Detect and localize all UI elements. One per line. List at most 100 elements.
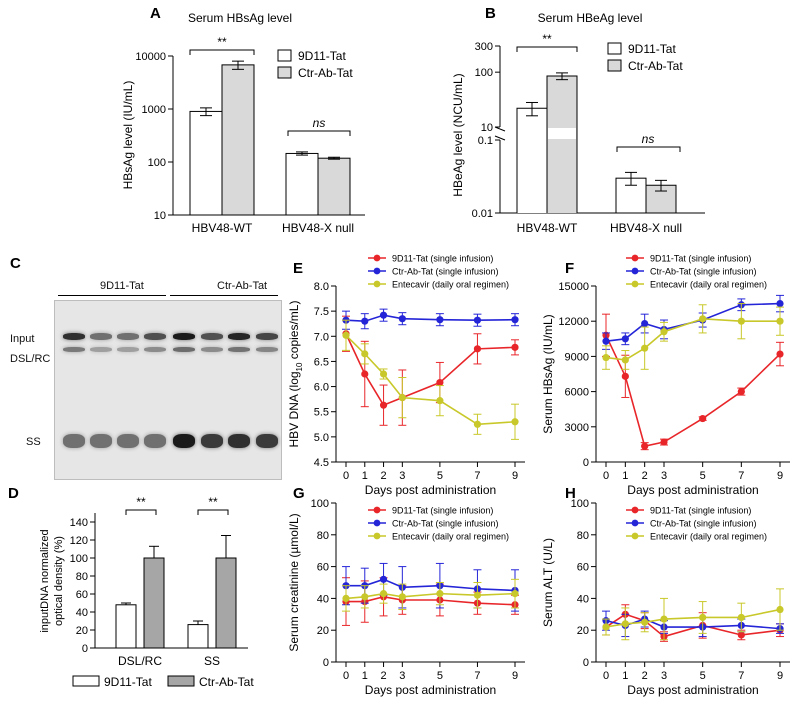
data-point-e: [473, 420, 482, 428]
gel-band: [144, 347, 166, 352]
data-point-f: [737, 388, 745, 396]
y-tick-label-d: 80: [76, 571, 88, 583]
y-tick-label-f: 15000: [558, 281, 589, 293]
y-tick-label-g: 0: [323, 657, 329, 669]
y-tick-label-d: 60: [76, 589, 88, 601]
legend-marker-e: [373, 280, 381, 288]
bar-break-b: [548, 128, 576, 139]
legend-marker-f: [631, 267, 639, 275]
data-point-e: [361, 350, 369, 358]
data-point-f: [641, 442, 649, 450]
data-point-h: [602, 623, 610, 631]
gel-band: [256, 333, 278, 340]
x-axis-label-h: Days post administration: [627, 683, 758, 697]
y-tick-label-h: 100: [571, 498, 589, 510]
y-tick-label-g: 40: [317, 593, 329, 605]
series-line-e: [345, 314, 516, 323]
y-tick-label-f: 12000: [558, 316, 589, 328]
sig-bracket-a2: [287, 130, 351, 136]
y-tick-label-e: 8.0: [314, 281, 329, 293]
data-point-h: [641, 618, 649, 626]
x-tick-label-h: 5: [700, 670, 706, 682]
y-axis-label-a: HBsAg level (IU/mL): [121, 81, 135, 190]
legend-label-b: Ctr-Ab-Tat: [628, 59, 683, 73]
data-point-e: [473, 345, 482, 353]
data-point-e: [379, 370, 388, 378]
data-point-g: [473, 591, 482, 599]
data-point-f: [737, 317, 745, 325]
legend-label-a: 9D11-Tat: [298, 49, 346, 63]
legend-marker-g: [373, 519, 381, 527]
y-axis-label-part: copies/mL): [287, 301, 301, 363]
legend-swatch-b: [607, 59, 622, 72]
legend-label-f: Entecavir (daily oral regimen): [650, 280, 767, 290]
series-line-f: [605, 318, 780, 361]
x-tick-label-f: 7: [738, 470, 744, 482]
bar-d: [143, 557, 165, 649]
y-tick-label-h: 60: [577, 562, 589, 574]
panel-letter-e: E: [293, 260, 303, 277]
sig-bracket-a1: [189, 49, 255, 55]
data-point-e: [473, 316, 482, 324]
series-line-g: [346, 578, 516, 592]
legend-label-h: 9D11-Tat (single infusion): [650, 506, 751, 516]
data-point-f: [641, 319, 649, 328]
y-axis-label-d-line2: optical density (%): [53, 536, 65, 626]
sig-bracket-b2: [616, 146, 681, 152]
y-tick-label-g: 60: [317, 562, 329, 574]
data-point-g: [379, 575, 388, 583]
data-point-e: [342, 331, 350, 339]
gel-band: [173, 434, 195, 448]
legend-label-d: 9D11-Tat: [104, 675, 152, 689]
y-tick-label-b: 100: [475, 67, 493, 79]
gel-band: [201, 333, 223, 340]
x-tick-label-h: 0: [603, 670, 609, 682]
y-tick-label-b: 10: [481, 122, 493, 134]
gel-band: [228, 434, 250, 448]
y-tick-label-g: 80: [317, 530, 329, 542]
x-tick-label-f: 9: [777, 470, 783, 482]
gel-band: [144, 434, 166, 448]
bar-break-b: [518, 128, 546, 139]
legend-label-h: Entecavir (daily oral regimen): [650, 532, 767, 542]
gel-band: [256, 434, 278, 448]
legend-swatch-a: [277, 49, 292, 62]
data-point-f: [660, 328, 668, 336]
panel-letter-a: A: [150, 5, 161, 22]
legend-label-a: Ctr-Ab-Tat: [298, 66, 353, 80]
panel-letter-g: G: [293, 485, 305, 502]
gel-band: [117, 347, 139, 352]
x-tick-label-e: 7: [474, 470, 480, 482]
x-axis-label-f: Days post administration: [627, 483, 758, 497]
y-tick-label-b: 0.01: [472, 208, 493, 220]
gel-band-label-ss: SS: [26, 436, 41, 448]
data-point-f: [621, 335, 629, 343]
legend-marker-h: [631, 519, 639, 527]
x-tick-label-h: 3: [661, 670, 667, 682]
bar-d: [115, 604, 137, 649]
data-point-g: [511, 590, 519, 598]
sig-bracket-d: [197, 509, 229, 515]
legend-marker-e: [373, 267, 381, 275]
data-point-h: [660, 615, 668, 623]
y-tick-label-d: 0: [82, 643, 88, 655]
data-point-e: [511, 316, 519, 324]
x-tick-label-g: 7: [474, 670, 480, 682]
gel-band-label-input: Input: [10, 333, 35, 345]
bar-b: [546, 75, 578, 213]
data-point-e: [361, 317, 369, 325]
data-point-h: [699, 613, 707, 622]
legend-swatch-d: [167, 675, 195, 687]
x-tick-label-e: 9: [512, 470, 518, 482]
legend-label-g: Entecavir (daily oral regimen): [392, 532, 509, 542]
data-point-g: [361, 593, 369, 601]
legend-label-e: Entecavir (daily oral regimen): [392, 280, 509, 290]
data-point-f: [621, 356, 629, 364]
sig-bracket-b1: [516, 46, 578, 52]
y-tick-label-a: 1000: [142, 104, 166, 116]
x-axis-label-e: Days post administration: [365, 483, 496, 497]
data-point-e: [436, 316, 444, 324]
data-point-e: [361, 370, 369, 378]
gel-band: [256, 347, 278, 352]
legend-marker-g: [373, 532, 381, 540]
